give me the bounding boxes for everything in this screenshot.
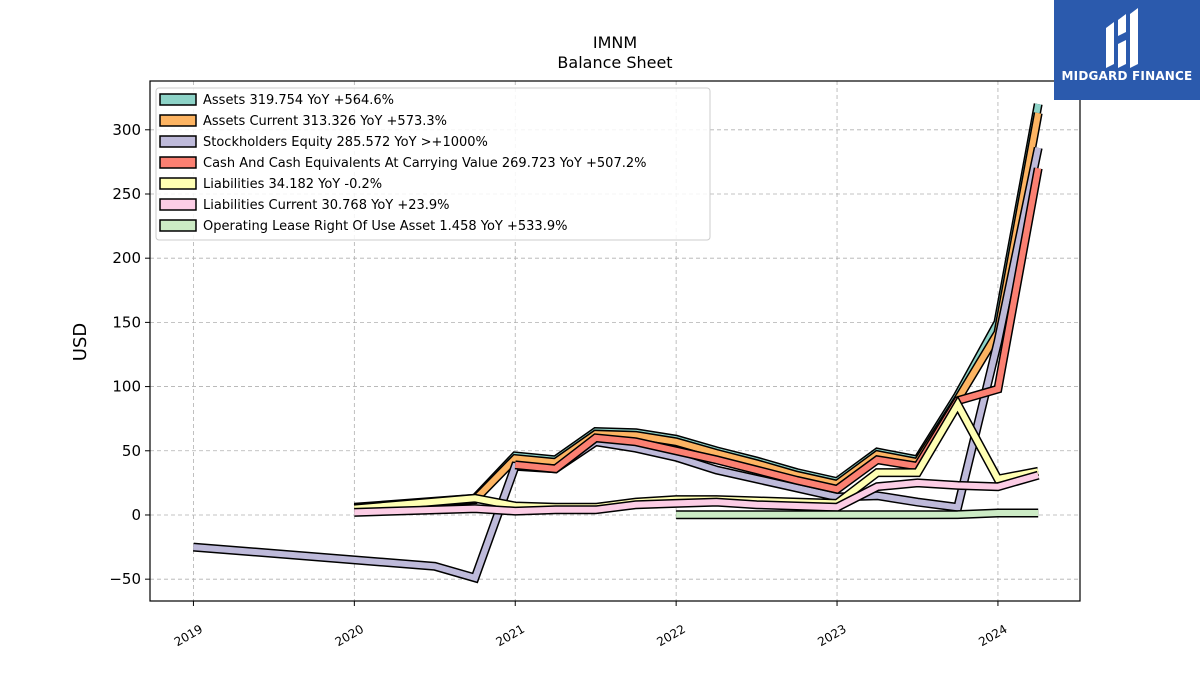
legend-swatch xyxy=(159,177,197,190)
x-tick-label: 2021 xyxy=(494,622,527,649)
logo-mark-icon xyxy=(1106,8,1138,68)
legend-label: Operating Lease Right Of Use Asset 1.458… xyxy=(203,219,567,234)
x-tick-label: 2022 xyxy=(654,622,687,649)
legend-label: Cash And Cash Equivalents At Carrying Va… xyxy=(203,156,646,171)
x-tick-label: 2024 xyxy=(976,622,1009,649)
x-tick-label: 2019 xyxy=(172,622,205,649)
series-line xyxy=(676,510,1039,518)
midgard-finance-logo: MIDGARD FINANCE xyxy=(1054,0,1200,100)
legend-swatch xyxy=(159,156,197,169)
legend-swatch xyxy=(159,198,197,211)
legend-swatch xyxy=(159,135,197,148)
y-tick-label: 250 xyxy=(112,185,141,203)
series-5 xyxy=(354,470,1040,517)
y-tick-label: 150 xyxy=(112,313,141,331)
legend-item: Assets Current 313.326 YoY +573.3% xyxy=(159,114,447,129)
legend-label: Liabilities Current 30.768 YoY +23.9% xyxy=(203,198,450,213)
series-6 xyxy=(676,508,1039,520)
y-tick-label: 300 xyxy=(112,121,141,139)
x-tick-label: 2020 xyxy=(333,622,366,649)
series-layer xyxy=(193,103,1043,584)
chart-subtitle: Balance Sheet xyxy=(557,53,672,72)
legend-item: Assets 319.754 YoY +564.6% xyxy=(159,93,394,108)
y-tick-label: 0 xyxy=(131,506,141,524)
y-tick-label: 100 xyxy=(112,378,141,396)
legend-item: Liabilities 34.182 YoY -0.2% xyxy=(159,177,382,192)
legend-swatch xyxy=(159,93,197,106)
tick-layer: −50 0 50 100 150 200 250 300 2019 2020 2021 2022 202… xyxy=(109,121,1009,649)
legend-item: Operating Lease Right Of Use Asset 1.458… xyxy=(159,219,567,234)
legend-swatch xyxy=(159,114,197,127)
legend-label: Stockholders Equity 285.572 YoY >+1000% xyxy=(203,135,488,150)
legend: Assets 319.754 YoY +564.6% Assets Current… xyxy=(155,87,711,241)
legend-swatch xyxy=(159,219,197,232)
y-tick-label: 200 xyxy=(112,249,141,267)
plot-frame xyxy=(149,80,1081,602)
legend-label: Assets Current 313.326 YoY +573.3% xyxy=(203,114,447,129)
y-tick-label: 50 xyxy=(122,442,141,460)
legend-item: Stockholders Equity 285.572 YoY >+1000% xyxy=(159,135,488,150)
series-line xyxy=(354,472,1040,516)
y-axis-label: USD xyxy=(70,323,91,361)
legend-box xyxy=(155,87,711,241)
x-tick-label: 2023 xyxy=(815,622,848,649)
legend-label: Assets 319.754 YoY +564.6% xyxy=(203,93,394,108)
legend-item: Liabilities Current 30.768 YoY +23.9% xyxy=(159,198,450,213)
legend-item: Cash And Cash Equivalents At Carrying Va… xyxy=(159,156,646,171)
legend-label: Liabilities 34.182 YoY -0.2% xyxy=(203,177,382,192)
y-tick-label: −50 xyxy=(109,570,141,588)
logo-text: MIDGARD FINANCE xyxy=(1061,69,1193,83)
chart-title: IMNM xyxy=(593,33,637,52)
